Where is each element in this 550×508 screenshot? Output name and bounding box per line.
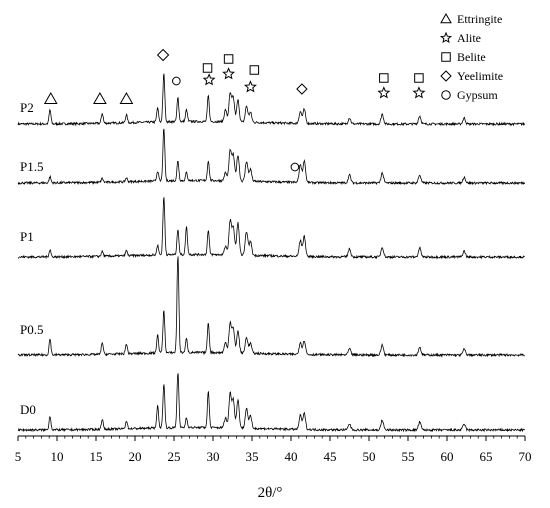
series-label-D0: D0 <box>20 402 36 417</box>
x-tick-label: 40 <box>285 449 298 464</box>
legend-label-alite: Alite <box>457 31 481 45</box>
x-tick-label: 15 <box>90 449 103 464</box>
legend-label-yeelimite: Yeelimite <box>457 69 503 83</box>
square-icon <box>249 65 260 75</box>
star-icon <box>439 31 453 44</box>
series-label-P0.5: P0.5 <box>20 322 43 337</box>
diamond-icon <box>156 48 170 62</box>
xrd-traces <box>17 73 526 433</box>
x-axis: 5 10 15 20 25 30 35 40 45 50 55 60 65 70 <box>15 435 532 464</box>
legend-label-belite: Belite <box>457 50 486 64</box>
star-icon <box>243 80 257 93</box>
legend: Ettringite Alite Belite Yeelimite Gypsum <box>439 12 503 102</box>
legend-label-gypsum: Gypsum <box>457 88 498 102</box>
series-label-P2: P2 <box>20 100 34 115</box>
triangle-icon <box>43 91 58 104</box>
x-tick-label: 35 <box>246 449 259 464</box>
x-tick-label: 25 <box>168 449 181 464</box>
phase-markers <box>43 48 426 172</box>
x-tick-label: 5 <box>15 449 22 464</box>
star-icon <box>377 86 391 99</box>
trace-D0 <box>17 373 525 433</box>
square-icon <box>414 73 424 83</box>
triangle-icon <box>119 91 134 104</box>
circle-icon <box>172 76 181 86</box>
diamond-icon <box>440 70 452 82</box>
x-tick-label: 50 <box>363 449 376 464</box>
x-tick-label: 10 <box>51 449 64 464</box>
x-tick-label: 70 <box>519 449 532 464</box>
x-tick-label: 20 <box>129 449 142 464</box>
square-icon <box>441 52 451 62</box>
x-tick-label: 55 <box>402 449 415 464</box>
square-icon <box>223 54 234 64</box>
x-tick-label: 45 <box>324 449 337 464</box>
triangle-icon <box>93 91 107 104</box>
x-tick-label: 65 <box>480 449 493 464</box>
triangle-icon <box>440 12 452 24</box>
trace-P0.5 <box>17 256 526 358</box>
x-tick-label: 60 <box>441 449 454 464</box>
square-icon <box>379 73 389 83</box>
star-icon <box>222 67 236 80</box>
x-axis-title: 2θ/° <box>258 485 283 501</box>
series-label-P1.5: P1.5 <box>20 159 43 174</box>
circle-icon <box>290 162 300 172</box>
diamond-icon <box>296 83 308 95</box>
trace-P1 <box>17 197 525 260</box>
trace-P1.5 <box>17 128 526 186</box>
star-icon <box>202 73 216 86</box>
square-icon <box>202 63 213 73</box>
legend-label-ettringite: Ettringite <box>457 12 502 26</box>
series-labels: P2 P1.5 P1 P0.5 D0 <box>20 100 43 417</box>
circle-icon <box>441 90 451 100</box>
trace-P2 <box>17 73 526 127</box>
x-tick-label: 30 <box>207 449 220 464</box>
series-label-P1: P1 <box>20 229 34 244</box>
star-icon <box>412 86 426 99</box>
